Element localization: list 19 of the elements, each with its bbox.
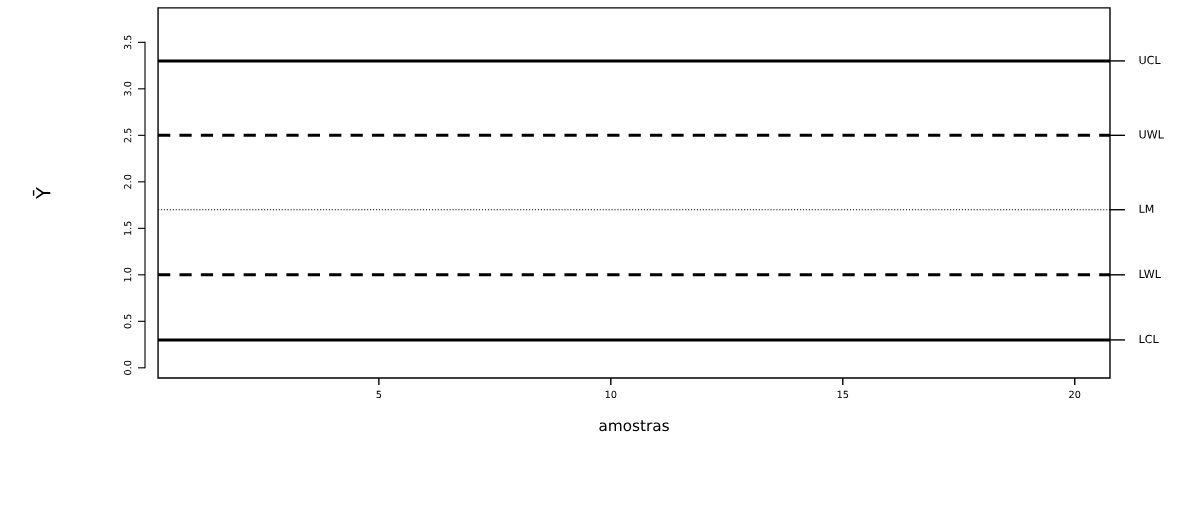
y-tick-label: 0.5 <box>123 314 132 329</box>
y-tick-label: 3.5 <box>123 35 132 50</box>
y-axis-title: Ȳ <box>32 187 51 199</box>
ref-line-label: UCL <box>1139 55 1161 65</box>
y-tick-label: 1.5 <box>124 221 132 235</box>
y-tick-label: 2.0 <box>123 174 132 189</box>
x-tick-label: 5 <box>376 390 382 399</box>
x-tick-label: 20 <box>1069 390 1081 399</box>
ref-line-label: LM <box>1139 204 1154 213</box>
y-tick-label: 1.0 <box>123 267 132 282</box>
ref-line-label: LCL <box>1139 334 1159 344</box>
x-tick-label: 15 <box>837 390 849 399</box>
y-tick-label: 0.0 <box>123 360 132 375</box>
y-tick-label: 3.0 <box>123 81 132 96</box>
x-tick-label: 10 <box>605 390 617 399</box>
ref-line-label: UWL <box>1139 130 1164 139</box>
x-axis-title: amostras <box>599 420 669 432</box>
y-tick-label: 2.5 <box>123 128 132 143</box>
ref-line-label: LWL <box>1139 269 1161 278</box>
